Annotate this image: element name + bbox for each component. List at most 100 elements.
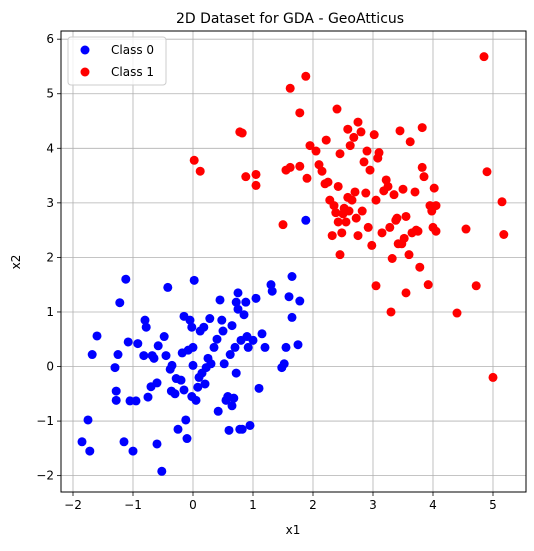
- class-1-point: [333, 217, 343, 227]
- class-0-point: [152, 439, 162, 449]
- class-0-point: [92, 331, 102, 341]
- class-0-point: [281, 342, 291, 352]
- class-0-point: [217, 315, 227, 325]
- class-0-point: [279, 359, 289, 369]
- class-1-point: [361, 188, 371, 198]
- legend-box: [67, 36, 167, 86]
- class-1-point: [335, 250, 345, 260]
- class-0-point: [193, 382, 203, 392]
- class-1-point: [471, 281, 481, 291]
- class-1-point: [251, 180, 261, 190]
- class-1-point: [189, 155, 199, 165]
- y-tick-label: 2: [46, 250, 54, 264]
- class-0-point: [239, 310, 249, 320]
- class-1-point: [351, 213, 361, 223]
- class-0-point: [85, 446, 95, 456]
- class-0-point: [257, 329, 267, 339]
- class-1-point: [344, 206, 354, 216]
- class-1-point: [398, 184, 408, 194]
- class-1-point: [357, 206, 367, 216]
- class-0-point: [254, 383, 264, 393]
- class-1-point: [413, 226, 423, 236]
- x-tick-label: 1: [249, 498, 257, 512]
- class-1-point: [410, 187, 420, 197]
- class-0-point: [231, 297, 241, 307]
- y-tick-label: −2: [36, 469, 54, 483]
- class-1-point: [302, 173, 312, 183]
- class-1-point: [389, 190, 399, 200]
- class-1-point: [431, 226, 441, 236]
- class-0-point: [212, 334, 222, 344]
- class-0-point: [182, 434, 192, 444]
- class-0-point: [185, 315, 195, 325]
- class-0-point: [159, 332, 169, 342]
- class-1-point: [399, 233, 409, 243]
- class-1-point: [332, 104, 342, 114]
- class-1-point: [301, 71, 311, 81]
- class-1-point: [350, 187, 360, 197]
- class-1-point: [417, 123, 427, 133]
- class-1-point: [362, 146, 372, 156]
- class-0-point: [187, 322, 197, 332]
- class-0-point: [83, 415, 93, 425]
- axis-ticks: −2 −1 0 1 2 3 4 5 −2 −1 0 1 2 3 4 5 6: [36, 32, 497, 512]
- class-0-point: [189, 275, 199, 285]
- class-1-point: [423, 280, 433, 290]
- class-0-point: [119, 437, 129, 447]
- class-1-point: [353, 231, 363, 241]
- class-0-point: [173, 424, 183, 434]
- class-1-point: [311, 146, 321, 156]
- class-0-point: [301, 215, 311, 225]
- class-1-point: [237, 128, 247, 138]
- class-0-point: [152, 378, 162, 388]
- y-tick-label: 3: [46, 196, 54, 210]
- class-1-point: [285, 83, 295, 93]
- class-1-point: [404, 250, 414, 260]
- class-1-point: [341, 217, 351, 227]
- class-0-point: [111, 386, 121, 396]
- class-1-point: [499, 229, 509, 239]
- class-0-point: [140, 315, 150, 325]
- class-1-point: [331, 208, 341, 218]
- x-tick-label: 4: [429, 498, 437, 512]
- class-0-point: [133, 339, 143, 349]
- class-1-point: [327, 231, 337, 241]
- class-1-point: [241, 172, 251, 182]
- class-0-point: [237, 424, 247, 434]
- class-0-point: [205, 314, 215, 324]
- class-0-point: [284, 292, 294, 302]
- class-1-point: [317, 166, 327, 176]
- class-1-point: [305, 141, 315, 151]
- legend-label-class-1: Class 1: [111, 65, 154, 79]
- class-1-point: [295, 108, 305, 118]
- class-0-point: [188, 342, 198, 352]
- y-tick-label: 5: [46, 87, 54, 101]
- class-1-point: [278, 220, 288, 230]
- class-1-point: [333, 181, 343, 191]
- class-1-point: [356, 127, 366, 137]
- y-tick-label: 1: [46, 305, 54, 319]
- class-1-point: [374, 148, 384, 158]
- class-0-point: [287, 272, 297, 282]
- class-0-point: [227, 321, 237, 331]
- class-1-point: [415, 262, 425, 272]
- x-tick-label: −1: [124, 498, 142, 512]
- class-1-point: [251, 169, 261, 179]
- class-0-point: [233, 304, 243, 314]
- x-tick-label: 2: [309, 498, 317, 512]
- class-0-point: [153, 341, 163, 351]
- class-1-point: [386, 307, 396, 317]
- class-0-point: [248, 335, 258, 345]
- class-1-point: [488, 372, 498, 382]
- class-1-point: [195, 166, 205, 176]
- legend-marker-class-1: [80, 67, 90, 77]
- class-1-point: [353, 117, 363, 127]
- class-0-point: [131, 396, 141, 406]
- class-1-point: [371, 195, 381, 205]
- class-0-point: [170, 389, 180, 399]
- class-1-point: [401, 288, 411, 298]
- class-1-point: [497, 197, 507, 207]
- class-1-point: [395, 126, 405, 136]
- class-1-point: [345, 141, 355, 151]
